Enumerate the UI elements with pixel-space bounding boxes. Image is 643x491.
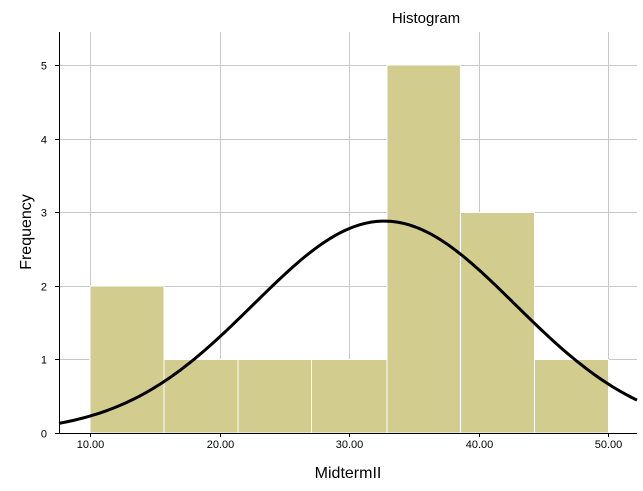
x-tick-label-0: 10.00 bbox=[77, 439, 105, 451]
histogram-bar-2 bbox=[163, 358, 239, 434]
y-axis-title: Frequency bbox=[18, 194, 35, 270]
curve-layer bbox=[58, 219, 638, 425]
y-tick-label-0: 0 bbox=[41, 429, 47, 441]
x-tick-label-4: 50.00 bbox=[595, 439, 623, 451]
x-tick-label-2: 30.00 bbox=[336, 439, 364, 451]
tick-layer: 0 1 2 3 4 5 10.00 20.00 30.00 40.00 50.00 bbox=[41, 61, 622, 452]
histogram-bar-6 bbox=[460, 211, 536, 434]
x-axis-title: MidtermII bbox=[315, 465, 382, 482]
histogram-bar-3 bbox=[237, 358, 313, 434]
histogram-bar-1 bbox=[89, 285, 165, 434]
histogram-bar-7 bbox=[534, 358, 609, 434]
histogram-bar-4 bbox=[311, 358, 388, 434]
x-tick-label-3: 40.00 bbox=[466, 439, 494, 451]
y-tick-label-2: 2 bbox=[41, 282, 47, 294]
axis-layer bbox=[59, 32, 637, 434]
y-tick-label-4: 4 bbox=[41, 135, 47, 147]
y-tick-label-3: 3 bbox=[41, 208, 47, 220]
y-tick-label-5: 5 bbox=[41, 61, 47, 73]
chart-title: Histogram bbox=[392, 10, 460, 27]
histogram-bar-5 bbox=[386, 64, 462, 434]
x-tick-label-1: 20.00 bbox=[207, 439, 235, 451]
normal-curve-line bbox=[58, 219, 638, 425]
y-tick-label-1: 1 bbox=[41, 355, 47, 367]
